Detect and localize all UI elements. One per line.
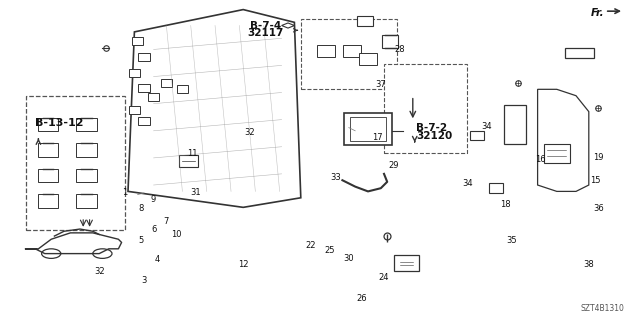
Bar: [544, 144, 570, 163]
Text: 19: 19: [593, 153, 604, 162]
Text: 9: 9: [151, 195, 156, 204]
Bar: [351, 117, 385, 141]
Bar: [317, 45, 335, 57]
Text: B-7-4: B-7-4: [250, 20, 281, 31]
Bar: [148, 93, 159, 101]
Bar: [76, 118, 97, 131]
Text: 32117: 32117: [248, 28, 284, 39]
Text: 1: 1: [122, 189, 127, 197]
Bar: [38, 169, 58, 182]
Text: 28: 28: [395, 45, 405, 54]
Bar: [38, 194, 58, 208]
Text: 7: 7: [164, 217, 169, 226]
Text: 3: 3: [141, 276, 147, 285]
Bar: [177, 85, 188, 93]
Bar: [129, 70, 140, 77]
Text: 25: 25: [324, 246, 335, 255]
Text: 38: 38: [584, 260, 594, 269]
Text: 5: 5: [138, 236, 143, 245]
Text: 8: 8: [138, 204, 143, 213]
Bar: [394, 255, 419, 271]
Text: 33: 33: [331, 173, 341, 182]
Text: 17: 17: [372, 133, 383, 142]
Bar: [565, 48, 594, 58]
Bar: [383, 35, 398, 48]
Text: Fr.: Fr.: [591, 8, 605, 19]
Bar: [138, 54, 150, 62]
Bar: [76, 194, 97, 208]
Text: 37: 37: [376, 80, 386, 89]
Text: 26: 26: [356, 294, 367, 303]
Bar: [343, 45, 361, 57]
Bar: [38, 118, 58, 131]
Text: SZT4B1310: SZT4B1310: [580, 304, 624, 313]
Text: 15: 15: [590, 176, 600, 185]
Text: 32120: 32120: [416, 130, 452, 141]
Text: 10: 10: [171, 230, 181, 239]
Text: 36: 36: [593, 204, 604, 213]
Bar: [138, 117, 150, 125]
Text: 30: 30: [344, 254, 354, 263]
Bar: [504, 105, 527, 144]
Text: 18: 18: [500, 200, 511, 209]
Text: 34: 34: [481, 122, 492, 130]
Text: 24: 24: [379, 273, 389, 282]
Bar: [129, 106, 140, 114]
Bar: [179, 155, 198, 167]
Text: 31: 31: [190, 189, 200, 197]
FancyBboxPatch shape: [26, 96, 125, 230]
Bar: [359, 53, 377, 65]
Bar: [138, 84, 150, 92]
Bar: [489, 183, 503, 193]
Text: 32: 32: [94, 267, 104, 276]
Bar: [38, 143, 58, 157]
Text: 29: 29: [388, 161, 399, 170]
Bar: [357, 16, 372, 26]
Bar: [344, 113, 392, 145]
Text: 6: 6: [151, 225, 156, 234]
Text: 4: 4: [154, 256, 159, 264]
Text: 11: 11: [187, 149, 197, 158]
FancyBboxPatch shape: [301, 19, 397, 89]
Bar: [132, 37, 143, 45]
Bar: [76, 143, 97, 157]
Bar: [470, 131, 484, 140]
Bar: [76, 169, 97, 182]
FancyBboxPatch shape: [384, 64, 467, 153]
Text: 22: 22: [305, 241, 316, 250]
Text: B-7-2: B-7-2: [416, 122, 447, 133]
Text: 34: 34: [462, 179, 472, 188]
Text: 32: 32: [244, 128, 255, 137]
Text: 16: 16: [536, 155, 546, 164]
Bar: [161, 79, 172, 87]
Text: B-13-12: B-13-12: [35, 118, 84, 128]
Text: 12: 12: [238, 260, 248, 269]
Text: 35: 35: [507, 236, 517, 245]
